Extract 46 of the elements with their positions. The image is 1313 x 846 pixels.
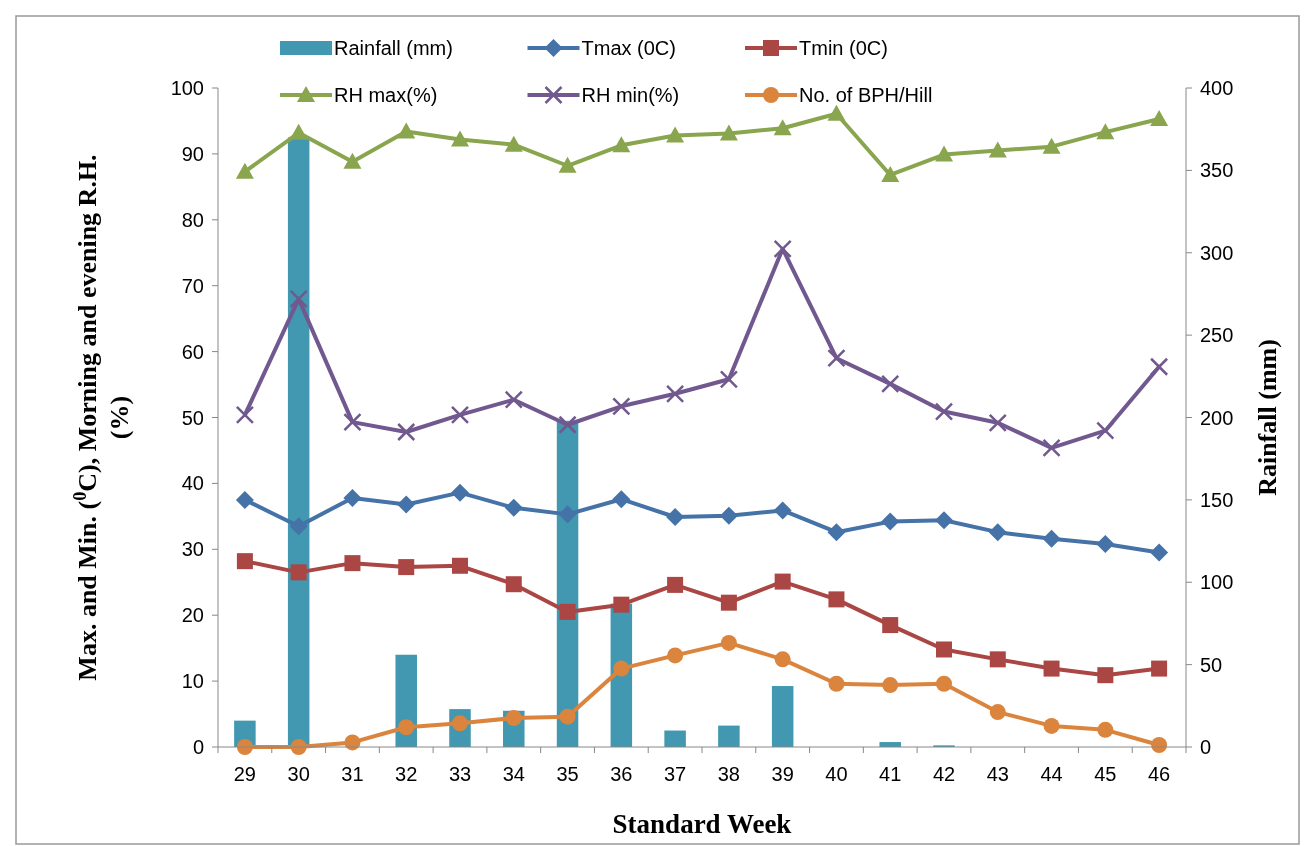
y2-tick-label: 100 [1200,571,1234,594]
y-tick-label: 40 [181,472,204,495]
y2-tick-label: 400 [1200,77,1234,99]
x-tick-label: 37 [663,763,687,785]
legend-label: No. of BPH/Hill [799,84,933,106]
x-tick-label: 31 [341,763,364,785]
y2-tick-label: 200 [1200,406,1234,429]
y-tick-label: 10 [181,670,204,693]
legend-label: RH min(%) [581,84,680,106]
y-tick-label: 60 [181,340,204,363]
y2-tick-label: 300 [1200,241,1234,264]
y-tick-label: 30 [181,538,204,561]
y-tick-label: 20 [181,604,204,627]
x-tick-label: 39 [771,763,794,785]
x-tick-label: 42 [932,763,956,785]
x-tick-label: 30 [287,763,310,785]
x-tick-label: 32 [395,763,418,785]
x-tick-label: 40 [825,763,848,785]
y2-tick-label: 50 [1200,653,1223,676]
x-tick-label: 45 [1094,763,1117,785]
y2-axis-title: Rainfall (mm) [1253,339,1282,496]
y-tick-label: 50 [181,406,204,429]
y-tick-label: 0 [192,736,204,758]
y-tick-label: 70 [181,274,204,297]
x-tick-label: 44 [1040,763,1063,785]
legend-label: RH max(%) [334,84,438,106]
y-tick-label: 100 [170,77,204,99]
y2-tick-label: 350 [1200,159,1234,182]
y-tick-label: 80 [181,208,204,231]
x-tick-label: 33 [448,763,472,785]
x-tick-label: 34 [502,763,525,785]
x-tick-label: 46 [1147,763,1171,785]
x-tick-label: 43 [986,763,1009,785]
x-tick-label: 29 [233,763,257,785]
legend-label: Tmax (0C) [581,37,676,59]
x-axis-title: Standard Week [612,809,792,839]
y2-tick-label: 0 [1200,736,1212,758]
y2-tick-label: 150 [1200,488,1234,511]
x-tick-label: 41 [879,763,902,785]
legend-label: Tmin (0C) [799,37,888,59]
x-tick-label: 35 [556,763,579,785]
legend-label: Rainfall (mm) [334,37,453,59]
x-tick-label: 38 [717,763,741,785]
y2-tick-label: 250 [1200,324,1234,347]
y-tick-label: 90 [181,142,204,165]
x-tick-label: 36 [610,763,633,785]
